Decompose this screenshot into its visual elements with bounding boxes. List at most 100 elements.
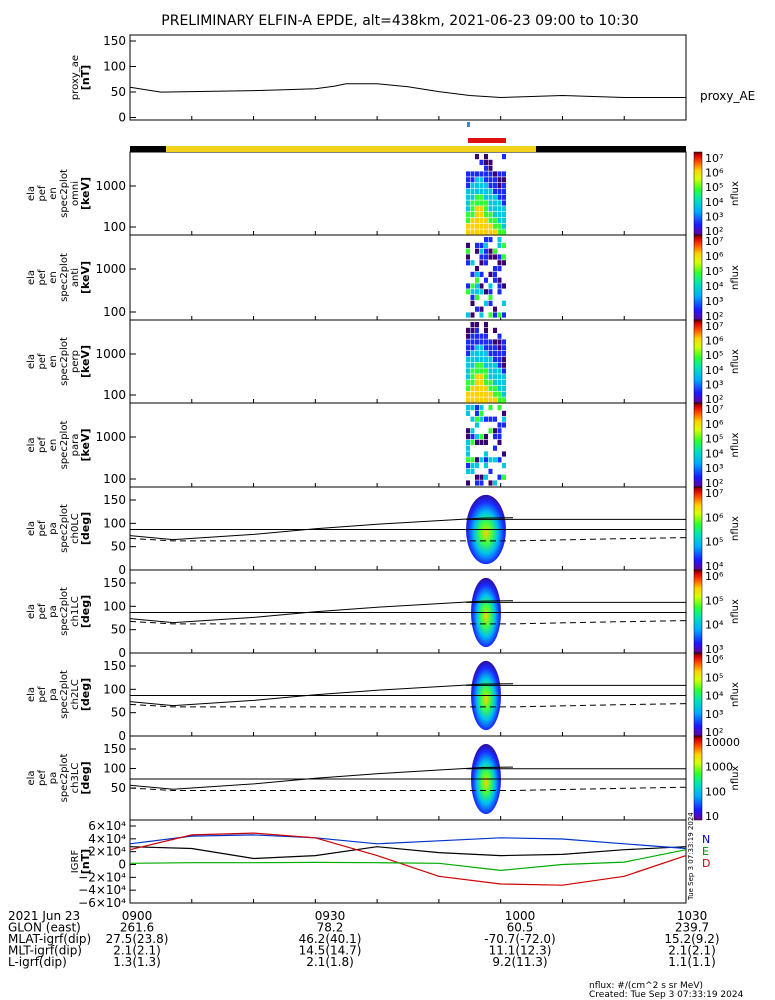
spectrogram-cell	[484, 254, 488, 260]
spectrogram-cell	[466, 397, 470, 403]
ylabel-line-ch0LC: ch0LC	[70, 513, 81, 544]
spectrogram-cell	[497, 385, 502, 391]
anti-loss-cone-line	[129, 537, 687, 542]
proxy-ae-right-label: proxy_AE	[700, 89, 755, 103]
spectrogram-cell	[479, 248, 484, 254]
colorbar-label: nflux	[730, 265, 741, 290]
spectrogram-cell	[502, 260, 506, 266]
spectrogram-cell	[488, 159, 493, 165]
ylabel-line-perp: ela	[26, 354, 37, 369]
colorbar-perp	[693, 319, 703, 404]
figure-title: PRELIMINARY ELFIN-A EPDE, alt=438km, 202…	[161, 13, 638, 29]
ytick-label: 100	[103, 220, 126, 234]
spectrogram-cell	[475, 242, 479, 248]
ytick-label: 0	[118, 111, 126, 125]
spectrogram-cell	[484, 171, 488, 177]
spectrogram-cell	[470, 260, 475, 266]
spectrogram-cell	[470, 457, 475, 463]
colorbar-tick: 10⁶	[705, 511, 724, 524]
ylabel-line-omni: en	[48, 187, 59, 200]
spectrogram-cell	[484, 183, 488, 189]
panel-frame-anti	[129, 234, 687, 321]
side-stamp: Tue Sep 3 07:33:19 2024	[687, 812, 695, 901]
colorbar-tick: 10⁷	[705, 320, 723, 333]
footer-cell: 2021 Jun 23	[8, 909, 80, 923]
spectrogram-cell	[470, 212, 475, 218]
igrf-legend-D: D	[702, 857, 710, 870]
footer-cell: MLAT-igrf(dip)	[8, 932, 91, 946]
panel-frame-perp	[129, 319, 687, 404]
spectrogram-cell	[502, 223, 506, 229]
colorbar-para	[693, 402, 703, 488]
colorbar-tick: 10⁴	[705, 196, 724, 209]
footer-cell: 9.2(11.3)	[492, 955, 547, 969]
ylabel-line-ch1LC: pa	[48, 605, 59, 617]
colorbar-tick: 10²	[705, 393, 723, 406]
colorbar-ch0LC	[693, 486, 703, 571]
ytick-label: 100	[103, 516, 126, 530]
ylabel-line-perp: spec2plot	[59, 337, 70, 386]
spectrogram-cell	[466, 468, 470, 474]
fgm-blue-mark	[467, 122, 470, 127]
spectrogram-cell	[493, 271, 497, 277]
footer-cell: 27.5(23.8)	[106, 932, 169, 946]
spectrogram-cell	[479, 391, 484, 397]
spectrogram-cell	[466, 229, 470, 235]
colorbar-tick: 10²	[705, 310, 723, 323]
spectrogram-cell	[470, 171, 475, 177]
spectrogram-cell	[484, 237, 488, 243]
spectrogram-cell	[475, 171, 479, 177]
spectrogram-cell	[502, 362, 506, 368]
spectrogram-cell	[475, 183, 479, 189]
loss-cone-line	[129, 683, 514, 707]
spectrogram-cell	[479, 380, 484, 386]
spectrogram-cell	[479, 339, 484, 345]
spectrogram-cell	[470, 405, 475, 411]
footer-cell: 1.3(1.3)	[113, 955, 161, 969]
spectrogram-cell	[470, 380, 475, 386]
spectrogram-cell	[493, 206, 497, 212]
spectrogram-cell	[488, 391, 493, 397]
spectrogram-cell	[475, 457, 479, 463]
spectrogram-cell	[488, 194, 493, 200]
spectrogram-cell	[493, 416, 497, 422]
spectrogram-cell	[470, 217, 475, 223]
spectrogram-cell	[475, 362, 479, 368]
spectrogram-cell	[475, 295, 479, 301]
colorbar-tick: 10000	[705, 736, 740, 749]
spectrogram-cell	[497, 351, 502, 357]
colorbar-tick: 10⁷	[705, 487, 723, 500]
spectrogram-cell	[470, 468, 475, 474]
spectrogram-cell	[466, 283, 470, 289]
spectrogram-cell	[475, 356, 479, 362]
spectrogram-cell	[484, 212, 488, 218]
spectrogram-cell	[470, 416, 475, 422]
spectrogram-cell	[470, 428, 475, 434]
spectrogram-cell	[470, 362, 475, 368]
anti-loss-cone-line	[129, 786, 687, 791]
spectrogram-cell	[470, 327, 475, 333]
spectrogram-cell	[484, 289, 488, 295]
spectrogram-cell	[488, 480, 493, 486]
spectrogram-cell	[479, 439, 484, 445]
colorbar-label: nflux	[730, 682, 741, 707]
ytick-label: 50	[111, 781, 126, 795]
spectrogram-cell	[488, 339, 493, 345]
spectrogram-cell	[502, 283, 506, 289]
ylabel-line-para: para	[70, 434, 81, 457]
colorbar-tick: 10⁷	[705, 235, 723, 248]
spectrogram-cell	[488, 171, 493, 177]
ylabel-line-ch3LC: ela	[26, 770, 37, 785]
spectrogram-cell	[466, 212, 470, 218]
spectrogram-cell	[502, 154, 506, 160]
spectrogram-cell	[488, 223, 493, 229]
spectrogram-cell	[466, 339, 470, 345]
spectrogram-cell	[497, 422, 502, 428]
colorbar-label: nflux	[730, 432, 741, 457]
spectrogram-cell	[497, 183, 502, 189]
spectrogram-cell	[484, 397, 488, 403]
spectrogram-cell	[502, 254, 506, 260]
footer-cell: 261.6	[120, 921, 154, 935]
spectrogram-cell	[497, 206, 502, 212]
panel-perp: ela pef en spec2plot perp[keV] 100010010⁷10⁶1…	[26, 319, 741, 406]
